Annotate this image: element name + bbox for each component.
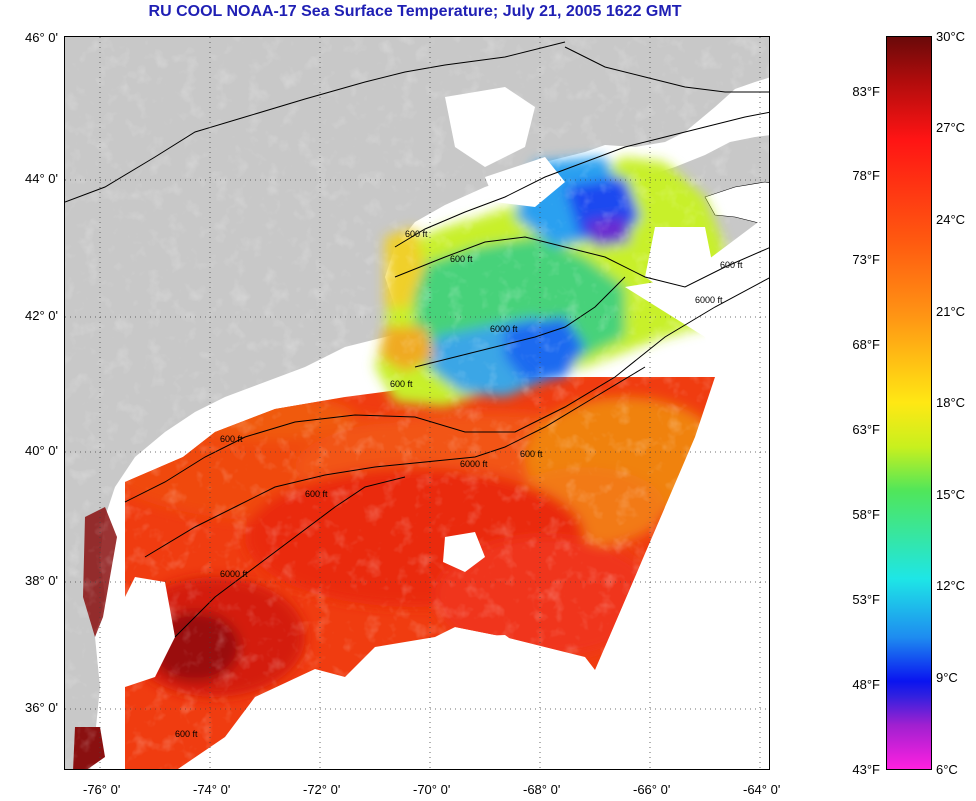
contour-label: 600 ft: [720, 260, 743, 270]
contour-label: 6000 ft: [460, 459, 488, 469]
lat-label: 38° 0': [25, 573, 58, 588]
lat-label: 44° 0': [25, 171, 58, 186]
colorbar-celsius-label: 9°C: [936, 670, 958, 685]
bathymetry-contours: [65, 41, 769, 638]
colorbar-celsius-label: 24°C: [936, 212, 966, 227]
colorbar-celsius-label: 30°C: [936, 29, 966, 44]
lon-label: -64° 0': [743, 782, 781, 797]
colorbar-celsius-label: 21°C: [936, 304, 966, 319]
lon-label: -72° 0': [303, 782, 341, 797]
lon-label: -76° 0': [83, 782, 121, 797]
temperature-colorbar: [886, 36, 932, 770]
colorbar-fahrenheit-label: 68°F: [852, 337, 880, 352]
contour-label: 6000 ft: [490, 324, 518, 334]
cloud-texture: [65, 37, 769, 769]
colorbar-fahrenheit-label: 48°F: [852, 677, 880, 692]
lon-label: -74° 0': [193, 782, 231, 797]
colorbar-celsius-label: 6°C: [936, 762, 958, 777]
lat-label: 36° 0': [25, 700, 58, 715]
colorbar-fahrenheit-label: 58°F: [852, 507, 880, 522]
lon-label: -68° 0': [523, 782, 561, 797]
colorbar-celsius-label: 12°C: [936, 578, 966, 593]
colorbar-celsius-label: 15°C: [936, 487, 966, 502]
contour-label: 600 ft: [390, 379, 413, 389]
contour-label: 600 ft: [520, 449, 543, 459]
sst-map-canvas: 600 ft 6000 ft 600 ft 6000 ft 600 ft 600…: [65, 37, 769, 769]
colorbar-fahrenheit-label: 53°F: [852, 592, 880, 607]
colorbar-fahrenheit-label: 78°F: [852, 168, 880, 183]
map-title: RU COOL NOAA-17 Sea Surface Temperature;…: [148, 3, 682, 20]
sst-map: 600 ft 6000 ft 600 ft 6000 ft 600 ft 600…: [64, 36, 770, 770]
contour-label: 6000 ft: [695, 295, 723, 305]
colorbar-fahrenheit-label: 63°F: [852, 422, 880, 437]
lat-label: 42° 0': [25, 308, 58, 323]
colorbar-fahrenheit-label: 83°F: [852, 84, 880, 99]
lat-label: 40° 0': [25, 443, 58, 458]
contour-label: 6000 ft: [220, 569, 248, 579]
colorbar-celsius-label: 27°C: [936, 120, 966, 135]
contour-label: 600 ft: [450, 254, 473, 264]
colorbar-fahrenheit-label: 43°F: [852, 762, 880, 777]
contour-label: 600 ft: [175, 729, 198, 739]
lat-label: 46° 0': [25, 30, 58, 45]
contour-label: 600 ft: [220, 434, 243, 444]
colorbar-fahrenheit-label: 73°F: [852, 252, 880, 267]
lon-label: -70° 0': [413, 782, 451, 797]
contour-label: 600 ft: [405, 229, 428, 239]
contour-labels: 600 ft 6000 ft 600 ft 6000 ft 600 ft 600…: [175, 229, 743, 739]
colorbar-celsius-label: 18°C: [936, 395, 966, 410]
lon-label: -66° 0': [633, 782, 671, 797]
contour-label: 600 ft: [305, 489, 328, 499]
